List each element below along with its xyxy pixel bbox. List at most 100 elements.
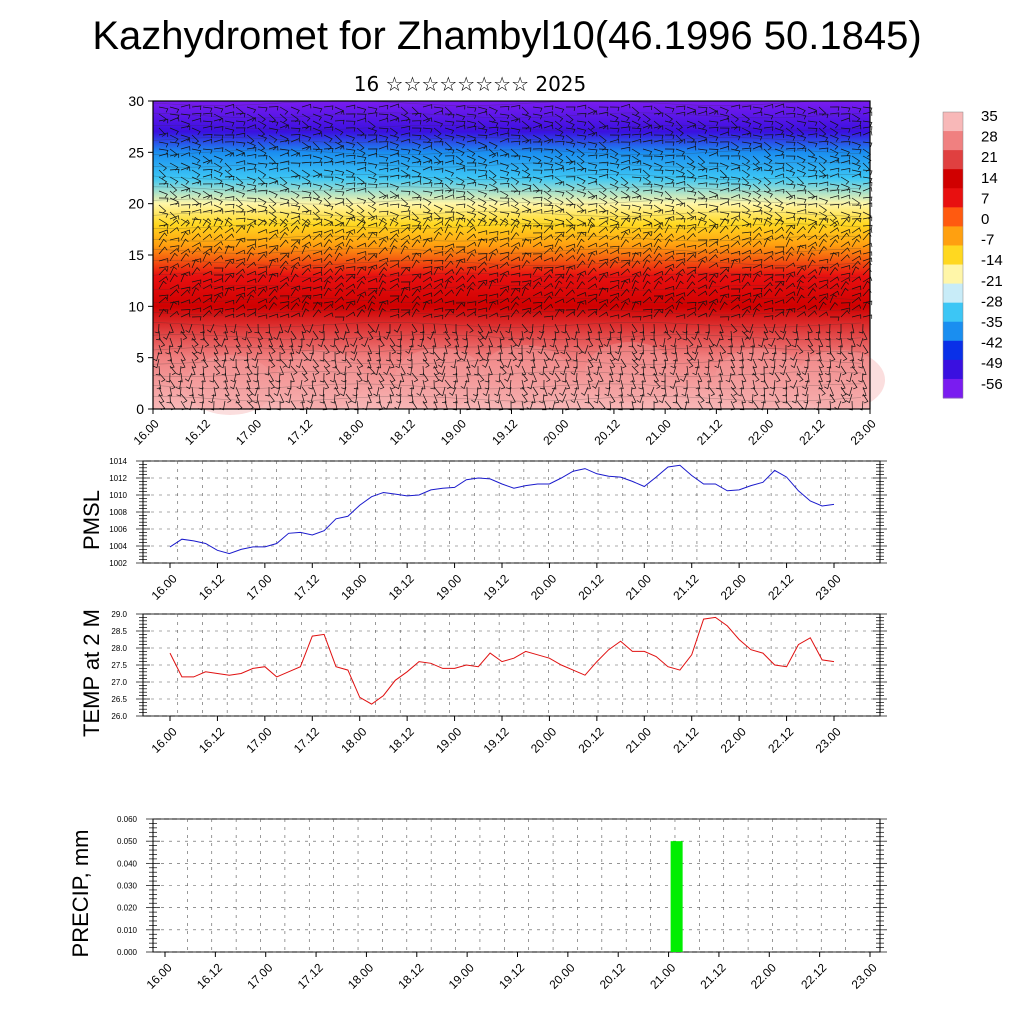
wind-barb — [180, 312, 191, 318]
wind-barb — [543, 351, 550, 362]
wind-barb — [433, 282, 444, 290]
wind-barb — [606, 330, 612, 341]
wind-barb — [741, 393, 746, 404]
wind-barb — [367, 222, 378, 228]
wind-barb — [796, 274, 806, 283]
wind-barb — [466, 197, 476, 206]
wind-barb — [444, 204, 454, 212]
colorbar-label: -42 — [981, 335, 1003, 352]
wind-barb — [433, 120, 444, 128]
wind-barb — [433, 372, 440, 383]
wind-barb — [675, 202, 686, 207]
x-tick-label: 23.00 — [849, 960, 880, 991]
wind-barb — [400, 197, 409, 207]
wind-barb — [488, 169, 497, 179]
wind-barb — [642, 259, 651, 269]
wind-barb — [605, 379, 611, 390]
wind-barb — [862, 300, 873, 306]
wind-barb — [466, 249, 477, 255]
wind-barb — [367, 169, 377, 178]
wind-barb — [218, 337, 226, 347]
wind-barb — [378, 127, 389, 133]
wind-barb — [345, 216, 356, 222]
wind-barb — [829, 195, 840, 200]
wind-barb — [572, 351, 578, 362]
wind-barb — [620, 280, 629, 290]
wind-barb — [697, 284, 708, 290]
wind-barb — [422, 216, 433, 221]
wind-barb — [782, 379, 788, 390]
wind-barb — [730, 313, 741, 319]
wind-barb — [642, 204, 653, 210]
wind-barb — [862, 111, 873, 116]
wind-barb — [290, 266, 298, 276]
wind-barb — [609, 292, 620, 298]
wind-barb — [862, 169, 873, 175]
wind-barb — [862, 386, 867, 397]
wind-barb — [570, 365, 578, 376]
wind-barb — [422, 117, 433, 122]
wind-barb — [306, 351, 314, 362]
wind-barb — [257, 120, 267, 129]
heatmap-x-tick-label: 22.00 — [745, 416, 776, 447]
wind-barb — [851, 141, 862, 149]
wind-barb — [790, 358, 798, 369]
wind-barb — [598, 168, 609, 174]
wind-barb — [345, 148, 356, 155]
wind-barb — [506, 379, 512, 390]
wind-barb — [367, 152, 378, 158]
wind-barb — [395, 358, 402, 369]
wind-barb — [741, 223, 752, 228]
wind-barb — [455, 258, 466, 263]
wind-barb — [554, 265, 565, 270]
wind-barb — [862, 106, 873, 112]
wind-barb — [389, 358, 395, 369]
wind-barb — [554, 167, 565, 172]
wind-barb — [488, 293, 499, 298]
wind-barb — [400, 311, 411, 318]
wind-barb — [818, 217, 827, 227]
wind-barb — [587, 259, 596, 269]
wind-barb — [697, 217, 705, 227]
wind-barb — [543, 358, 548, 369]
wind-barb — [609, 225, 619, 234]
y-tick-label: 1006 — [109, 525, 127, 534]
contour-line — [152, 174, 862, 180]
wind-barb — [488, 365, 493, 376]
wind-barb — [180, 330, 188, 341]
wind-barb — [614, 344, 622, 355]
wind-barb — [836, 330, 842, 341]
wind-barb — [466, 266, 475, 276]
wind-barb — [598, 261, 609, 269]
wind-barb — [730, 250, 741, 256]
wind-barb — [224, 344, 229, 355]
wind-barb — [279, 295, 290, 300]
x-tick-label: 20.00 — [528, 724, 559, 755]
wind-barb — [422, 276, 433, 283]
wind-barb — [356, 304, 367, 311]
wind-barb — [818, 211, 828, 220]
contour-line — [152, 346, 861, 353]
wind-barb — [653, 106, 662, 116]
wind-barb — [727, 344, 732, 355]
wind-barb — [466, 241, 477, 248]
wind-barb — [796, 245, 804, 255]
wind-barb — [486, 344, 491, 355]
wind-barb — [422, 344, 429, 355]
wind-barb — [444, 169, 455, 177]
wind-barb — [818, 218, 829, 223]
wind-barb — [367, 112, 378, 117]
wind-barb — [851, 173, 862, 178]
wind-barb — [774, 167, 785, 172]
wind-barb — [763, 288, 773, 297]
wind-barb — [224, 103, 235, 109]
wind-barb — [587, 180, 598, 186]
wind-barb — [191, 307, 202, 312]
colorbar-segment — [943, 207, 963, 227]
wind-barb — [631, 113, 641, 121]
wind-barb — [763, 238, 771, 248]
wind-barb — [345, 229, 356, 234]
wind-barb — [708, 167, 719, 172]
wind-barb — [554, 140, 565, 146]
wind-barb — [697, 110, 708, 116]
